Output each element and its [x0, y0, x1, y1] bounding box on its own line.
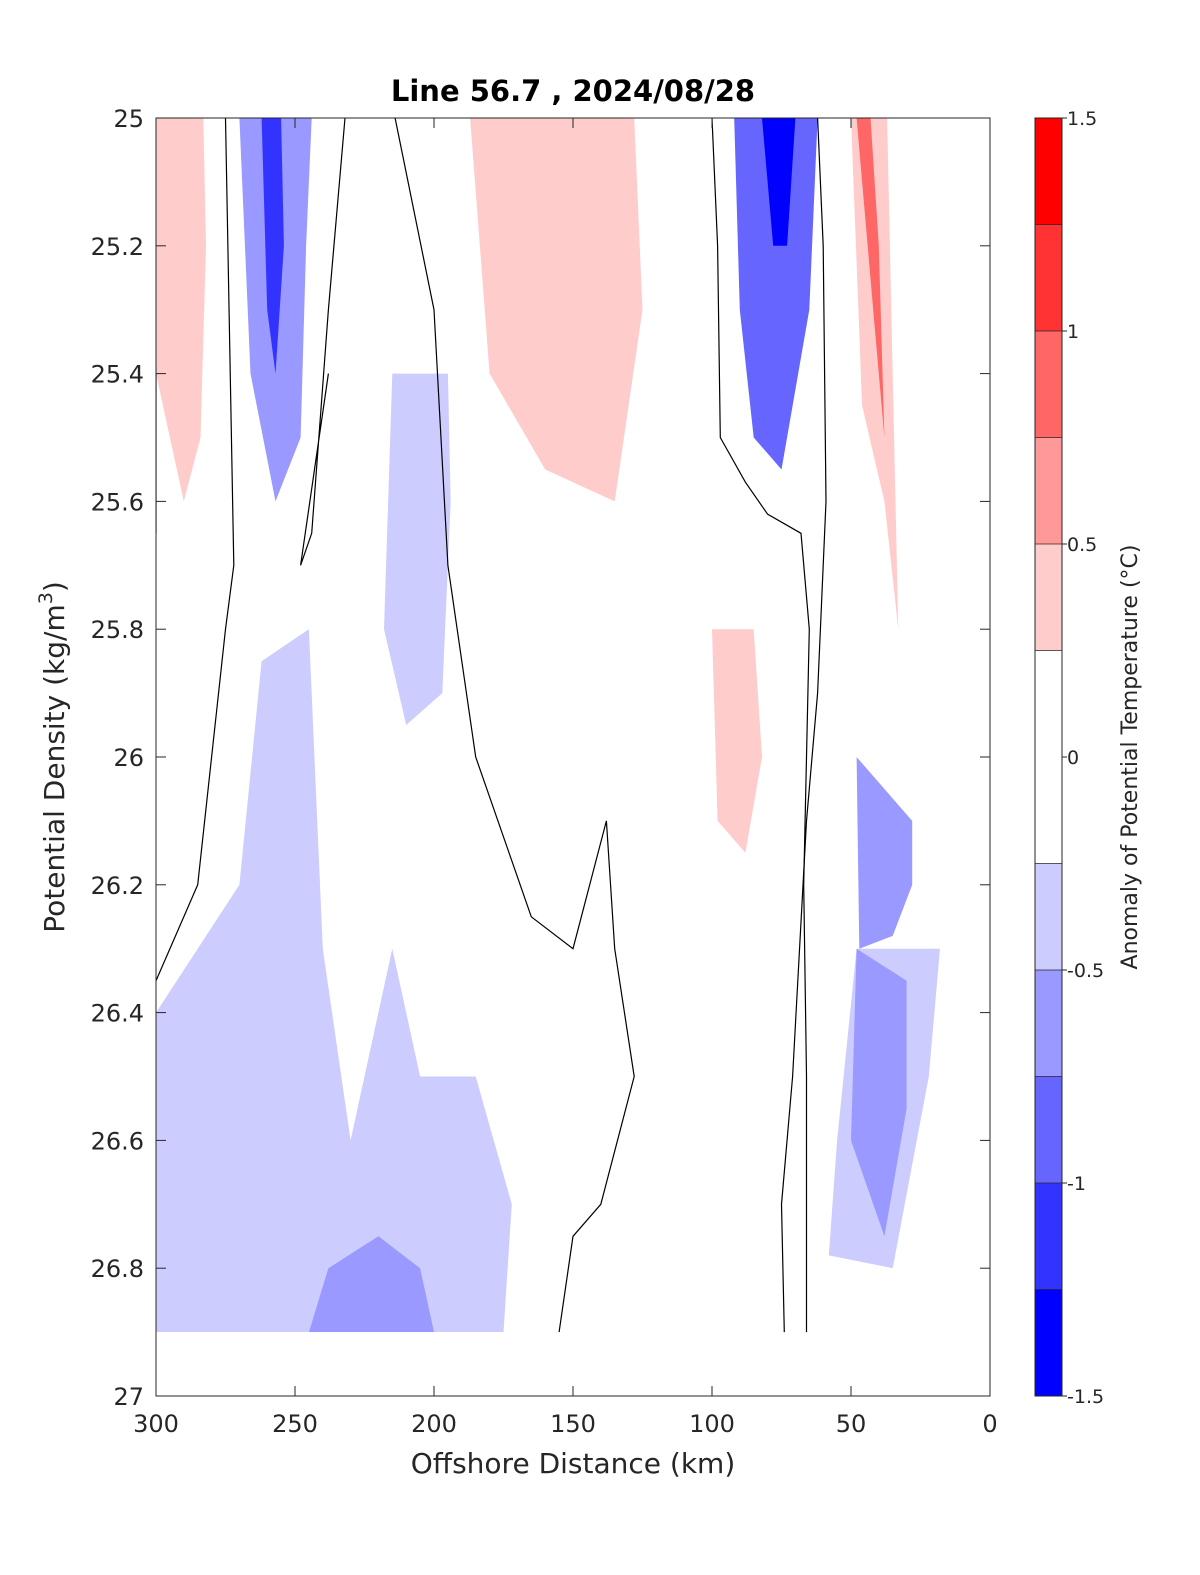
y-tick-label: 25.8 — [91, 616, 144, 644]
zero-contour-line-2 — [300, 118, 346, 566]
colorbar: 1.5 1 0.5 0 -0.5 -1 -1.5 Anomaly of Potential … — [1034, 108, 1143, 1408]
contour-fill-layer — [156, 118, 990, 1396]
colorbar-tick-label: 1 — [1067, 321, 1079, 343]
colorbar-segment — [1035, 544, 1062, 651]
contour-region-cold-deep-wide — [156, 629, 512, 1333]
x-tick-label: 0 — [982, 1410, 997, 1438]
colorbar-tick-label: 1.5 — [1067, 108, 1097, 130]
x-tick-label: 250 — [272, 1410, 318, 1438]
y-tick-label: 25.6 — [91, 488, 144, 516]
contour-region-warm-inshore-surface — [851, 118, 899, 630]
contour-region-warm-far-surface — [156, 118, 206, 502]
contour-region-cold-inshore-core — [762, 118, 796, 246]
colorbar-segment — [1035, 1183, 1062, 1290]
y-axis-label-main: Potential Density (kg/m — [38, 604, 71, 933]
x-tick-label: 200 — [411, 1410, 457, 1438]
y-axis-label: Potential Density (kg/m3) — [35, 581, 71, 933]
colorbar-segment — [1035, 650, 1062, 864]
zero-contour-line-5 — [711, 118, 810, 1333]
colorbar-segment — [1035, 118, 1062, 225]
contour-region-warm-inshore-core — [856, 118, 885, 438]
colorbar-segment — [1035, 224, 1062, 331]
colorbar-segment — [1035, 970, 1062, 1077]
colorbar-tick-label: -0.5 — [1067, 960, 1104, 982]
contour-region-cold-inshore-deep-core — [851, 948, 907, 1237]
contour-region-cold-far-core — [261, 118, 284, 374]
x-axis-tick-labels: 300 250 200 150 100 50 0 — [133, 1410, 998, 1438]
contour-region-cold-deep-core — [308, 1236, 434, 1333]
zero-contour-layer — [156, 118, 827, 1333]
y-tick-label: 26.6 — [91, 1127, 144, 1155]
colorbar-tick-label: 0.5 — [1067, 534, 1097, 556]
y-tick-label: 26.4 — [91, 1000, 144, 1028]
x-tick-label: 100 — [689, 1410, 735, 1438]
x-tick-label: 150 — [550, 1410, 596, 1438]
colorbar-tick-label: -1.5 — [1067, 1386, 1104, 1408]
x-tick-label: 50 — [836, 1410, 867, 1438]
contour-region-warm-offshore-core — [470, 118, 643, 502]
colorbar-ticks: 1.5 1 0.5 0 -0.5 -1 -1.5 — [1035, 108, 1104, 1408]
no-data-band — [156, 1332, 990, 1396]
contour-region-warm-mid-core — [712, 629, 762, 853]
contour-region-cold-inshore-surface — [734, 118, 818, 470]
plot-area — [155, 117, 991, 1397]
colorbar-segment — [1035, 331, 1062, 438]
contour-region-cold-inshore-mid — [856, 757, 913, 949]
y-axis-tick-labels: 25 25.2 25.4 25.6 25.8 26 26.2 26.4 26.6 26.8 27 — [91, 105, 144, 1411]
y-tick-label: 26.2 — [91, 872, 144, 900]
colorbar-tick-label: 0 — [1067, 747, 1079, 769]
y-tick-label: 27 — [113, 1383, 144, 1411]
colorbar-tick-label: -1 — [1067, 1173, 1086, 1195]
colorbar-segment — [1035, 1076, 1062, 1183]
contour-region-cold-mid-column — [384, 373, 451, 725]
x-axis-label: Offshore Distance (km) — [411, 1447, 736, 1480]
y-tick-label: 25.4 — [91, 361, 144, 389]
y-tick-label: 26 — [113, 744, 144, 772]
y-tick-label: 26.8 — [91, 1255, 144, 1283]
colorbar-segment — [1035, 437, 1062, 544]
zero-contour-line-1 — [156, 118, 235, 981]
colorbar-segment — [1035, 1289, 1062, 1396]
colorbar-label: Anomaly of Potential Temperature (°C) — [1118, 545, 1143, 970]
y-axis-label-close: ) — [38, 581, 71, 592]
zero-contour-line-4 — [780, 118, 827, 1333]
y-axis-label-superscript: 3 — [35, 592, 57, 604]
y-tick-label: 25.2 — [91, 233, 144, 261]
x-tick-label: 300 — [133, 1410, 179, 1438]
colorbar-segments — [1035, 118, 1062, 1396]
colorbar-segment — [1035, 863, 1062, 970]
zero-contour-line-3 — [394, 118, 635, 1333]
y-tick-label: 25 — [113, 105, 144, 133]
axis-ticks — [155, 117, 991, 1397]
chart-title: Line 56.7 , 2024/08/28 — [391, 74, 755, 108]
